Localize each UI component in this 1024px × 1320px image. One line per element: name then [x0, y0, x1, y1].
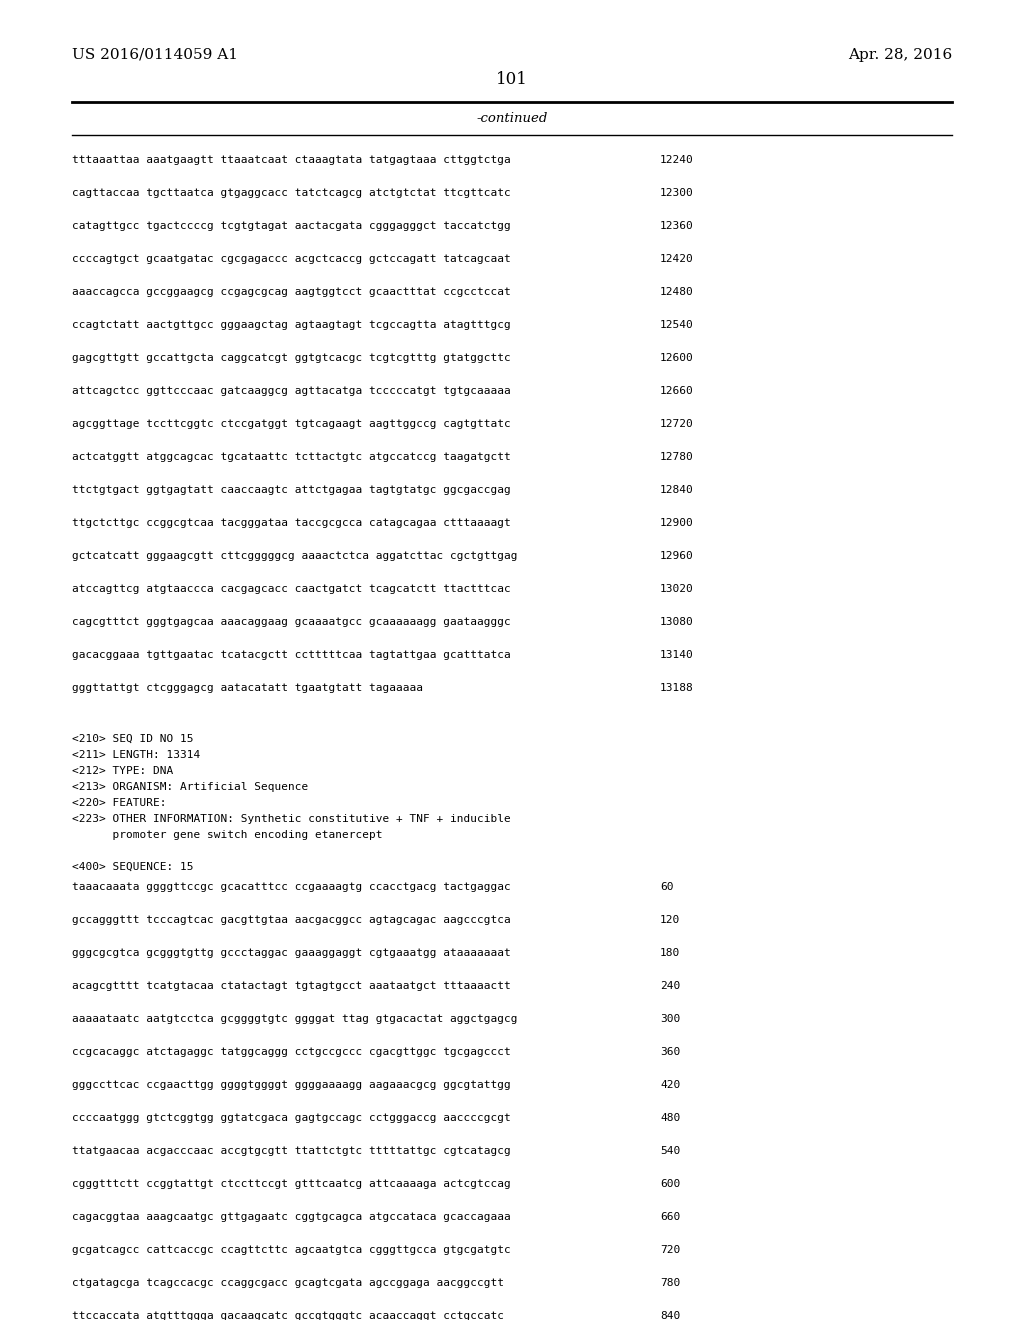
- Text: 420: 420: [660, 1080, 680, 1090]
- Text: tttaaattaa aaatgaagtt ttaaatcaat ctaaagtata tatgagtaaa cttggtctga: tttaaattaa aaatgaagtt ttaaatcaat ctaaagt…: [72, 154, 511, 165]
- Text: 240: 240: [660, 981, 680, 991]
- Text: US 2016/0114059 A1: US 2016/0114059 A1: [72, 48, 238, 62]
- Text: ttccaccata atgtttggga gacaagcatc gccgtgggtc acaaccaggt cctgccatc: ttccaccata atgtttggga gacaagcatc gccgtgg…: [72, 1311, 504, 1320]
- Text: 12780: 12780: [660, 451, 693, 462]
- Text: 720: 720: [660, 1245, 680, 1255]
- Text: promoter gene switch encoding etanercept: promoter gene switch encoding etanercept: [72, 830, 383, 840]
- Text: aaaaataatc aatgtcctca gcggggtgtc ggggat ttag gtgacactat aggctgagcg: aaaaataatc aatgtcctca gcggggtgtc ggggat …: [72, 1014, 517, 1024]
- Text: gcgatcagcc cattcaccgc ccagttcttc agcaatgtca cgggttgcca gtgcgatgtc: gcgatcagcc cattcaccgc ccagttcttc agcaatg…: [72, 1245, 511, 1255]
- Text: 360: 360: [660, 1047, 680, 1057]
- Text: <223> OTHER INFORMATION: Synthetic constitutive + TNF + inducible: <223> OTHER INFORMATION: Synthetic const…: [72, 814, 511, 824]
- Text: 12840: 12840: [660, 484, 693, 495]
- Text: 12480: 12480: [660, 286, 693, 297]
- Text: <400> SEQUENCE: 15: <400> SEQUENCE: 15: [72, 862, 194, 873]
- Text: -continued: -continued: [476, 111, 548, 124]
- Text: 12360: 12360: [660, 220, 693, 231]
- Text: actcatggtt atggcagcac tgcataattc tcttactgtc atgccatccg taagatgctt: actcatggtt atggcagcac tgcataattc tcttact…: [72, 451, 511, 462]
- Text: 180: 180: [660, 948, 680, 958]
- Text: 101: 101: [496, 71, 528, 88]
- Text: gggcgcgtca gcgggtgttg gccctaggac gaaaggaggt cgtgaaatgg ataaaaaaat: gggcgcgtca gcgggtgttg gccctaggac gaaagga…: [72, 948, 511, 958]
- Text: 12540: 12540: [660, 319, 693, 330]
- Text: cagacggtaa aaagcaatgc gttgagaatc cggtgcagca atgccataca gcaccagaaa: cagacggtaa aaagcaatgc gttgagaatc cggtgca…: [72, 1212, 511, 1222]
- Text: atccagttcg atgtaaccca cacgagcacc caactgatct tcagcatctt ttactttcac: atccagttcg atgtaaccca cacgagcacc caactga…: [72, 583, 511, 594]
- Text: attcagctcc ggttcccaac gatcaaggcg agttacatga tcccccatgt tgtgcaaaaa: attcagctcc ggttcccaac gatcaaggcg agttaca…: [72, 385, 511, 396]
- Text: 780: 780: [660, 1278, 680, 1288]
- Text: gggttattgt ctcgggagcg aatacatatt tgaatgtatt tagaaaaa: gggttattgt ctcgggagcg aatacatatt tgaatgt…: [72, 682, 423, 693]
- Text: 12720: 12720: [660, 418, 693, 429]
- Text: 12240: 12240: [660, 154, 693, 165]
- Text: taaacaaata ggggttccgc gcacatttcc ccgaaaagtg ccacctgacg tactgaggac: taaacaaata ggggttccgc gcacatttcc ccgaaaa…: [72, 882, 511, 892]
- Text: <212> TYPE: DNA: <212> TYPE: DNA: [72, 766, 173, 776]
- Text: cagttaccaa tgcttaatca gtgaggcacc tatctcagcg atctgtctat ttcgttcatc: cagttaccaa tgcttaatca gtgaggcacc tatctca…: [72, 187, 511, 198]
- Text: 13140: 13140: [660, 649, 693, 660]
- Text: cagcgtttct gggtgagcaa aaacaggaag gcaaaatgcc gcaaaaaagg gaataagggc: cagcgtttct gggtgagcaa aaacaggaag gcaaaat…: [72, 616, 511, 627]
- Text: ttctgtgact ggtgagtatt caaccaagtc attctgagaa tagtgtatgc ggcgaccgag: ttctgtgact ggtgagtatt caaccaagtc attctga…: [72, 484, 511, 495]
- Text: 300: 300: [660, 1014, 680, 1024]
- Text: 600: 600: [660, 1179, 680, 1189]
- Text: ccagtctatt aactgttgcc gggaagctag agtaagtagt tcgccagtta atagtttgcg: ccagtctatt aactgttgcc gggaagctag agtaagt…: [72, 319, 511, 330]
- Text: aaaccagcca gccggaagcg ccgagcgcag aagtggtcct gcaactttat ccgcctccat: aaaccagcca gccggaagcg ccgagcgcag aagtggt…: [72, 286, 511, 297]
- Text: acagcgtttt tcatgtacaa ctatactagt tgtagtgcct aaataatgct tttaaaactt: acagcgtttt tcatgtacaa ctatactagt tgtagtg…: [72, 981, 511, 991]
- Text: 12900: 12900: [660, 517, 693, 528]
- Text: Apr. 28, 2016: Apr. 28, 2016: [848, 48, 952, 62]
- Text: 13188: 13188: [660, 682, 693, 693]
- Text: 60: 60: [660, 882, 674, 892]
- Text: agcggttage tccttcggtc ctccgatggt tgtcagaagt aagttggccg cagtgttatc: agcggttage tccttcggtc ctccgatggt tgtcaga…: [72, 418, 511, 429]
- Text: 660: 660: [660, 1212, 680, 1222]
- Text: <211> LENGTH: 13314: <211> LENGTH: 13314: [72, 750, 201, 760]
- Text: cgggtttctt ccggtattgt ctccttccgt gtttcaatcg attcaaaaga actcgtccag: cgggtttctt ccggtattgt ctccttccgt gtttcaa…: [72, 1179, 511, 1189]
- Text: 12600: 12600: [660, 352, 693, 363]
- Text: <220> FEATURE:: <220> FEATURE:: [72, 799, 167, 808]
- Text: gggccttcac ccgaacttgg ggggtggggt ggggaaaagg aagaaacgcg ggcgtattgg: gggccttcac ccgaacttgg ggggtggggt ggggaaa…: [72, 1080, 511, 1090]
- Text: <210> SEQ ID NO 15: <210> SEQ ID NO 15: [72, 734, 194, 744]
- Text: <213> ORGANISM: Artificial Sequence: <213> ORGANISM: Artificial Sequence: [72, 781, 308, 792]
- Text: 13020: 13020: [660, 583, 693, 594]
- Text: 480: 480: [660, 1113, 680, 1123]
- Text: ttgctcttgc ccggcgtcaa tacgggataa taccgcgcca catagcagaa ctttaaaagt: ttgctcttgc ccggcgtcaa tacgggataa taccgcg…: [72, 517, 511, 528]
- Text: ccgcacaggc atctagaggc tatggcaggg cctgccgccc cgacgttggc tgcgagccct: ccgcacaggc atctagaggc tatggcaggg cctgccg…: [72, 1047, 511, 1057]
- Text: gccagggttt tcccagtcac gacgttgtaa aacgacggcc agtagcagac aagcccgtca: gccagggttt tcccagtcac gacgttgtaa aacgacg…: [72, 915, 511, 925]
- Text: 540: 540: [660, 1146, 680, 1156]
- Text: 12420: 12420: [660, 253, 693, 264]
- Text: ccccaatggg gtctcggtgg ggtatcgaca gagtgccagc cctgggaccg aaccccgcgt: ccccaatggg gtctcggtgg ggtatcgaca gagtgcc…: [72, 1113, 511, 1123]
- Text: gctcatcatt gggaagcgtt cttcgggggcg aaaactctca aggatcttac cgctgttgag: gctcatcatt gggaagcgtt cttcgggggcg aaaact…: [72, 550, 517, 561]
- Text: 12960: 12960: [660, 550, 693, 561]
- Text: 12660: 12660: [660, 385, 693, 396]
- Text: ctgatagcga tcagccacgc ccaggcgacc gcagtcgata agccggaga aacggccgtt: ctgatagcga tcagccacgc ccaggcgacc gcagtcg…: [72, 1278, 504, 1288]
- Text: 13080: 13080: [660, 616, 693, 627]
- Text: 12300: 12300: [660, 187, 693, 198]
- Text: 120: 120: [660, 915, 680, 925]
- Text: ccccagtgct gcaatgatac cgcgagaccc acgctcaccg gctccagatt tatcagcaat: ccccagtgct gcaatgatac cgcgagaccc acgctca…: [72, 253, 511, 264]
- Text: ttatgaacaa acgacccaac accgtgcgtt ttattctgtc tttttattgc cgtcatagcg: ttatgaacaa acgacccaac accgtgcgtt ttattct…: [72, 1146, 511, 1156]
- Text: gacacggaaa tgttgaatac tcatacgctt cctttttcaa tagtattgaa gcatttatca: gacacggaaa tgttgaatac tcatacgctt ccttttt…: [72, 649, 511, 660]
- Text: catagttgcc tgactccccg tcgtgtagat aactacgata cgggagggct taccatctgg: catagttgcc tgactccccg tcgtgtagat aactacg…: [72, 220, 511, 231]
- Text: gagcgttgtt gccattgcta caggcatcgt ggtgtcacgc tcgtcgtttg gtatggcttc: gagcgttgtt gccattgcta caggcatcgt ggtgtca…: [72, 352, 511, 363]
- Text: 840: 840: [660, 1311, 680, 1320]
